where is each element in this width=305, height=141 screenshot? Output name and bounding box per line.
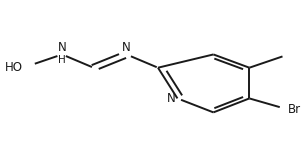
Text: N: N — [58, 41, 66, 54]
Text: N: N — [167, 92, 176, 105]
Text: H: H — [58, 55, 66, 65]
Text: HO: HO — [5, 61, 23, 74]
Text: N: N — [122, 41, 131, 54]
Text: Br: Br — [288, 103, 301, 116]
